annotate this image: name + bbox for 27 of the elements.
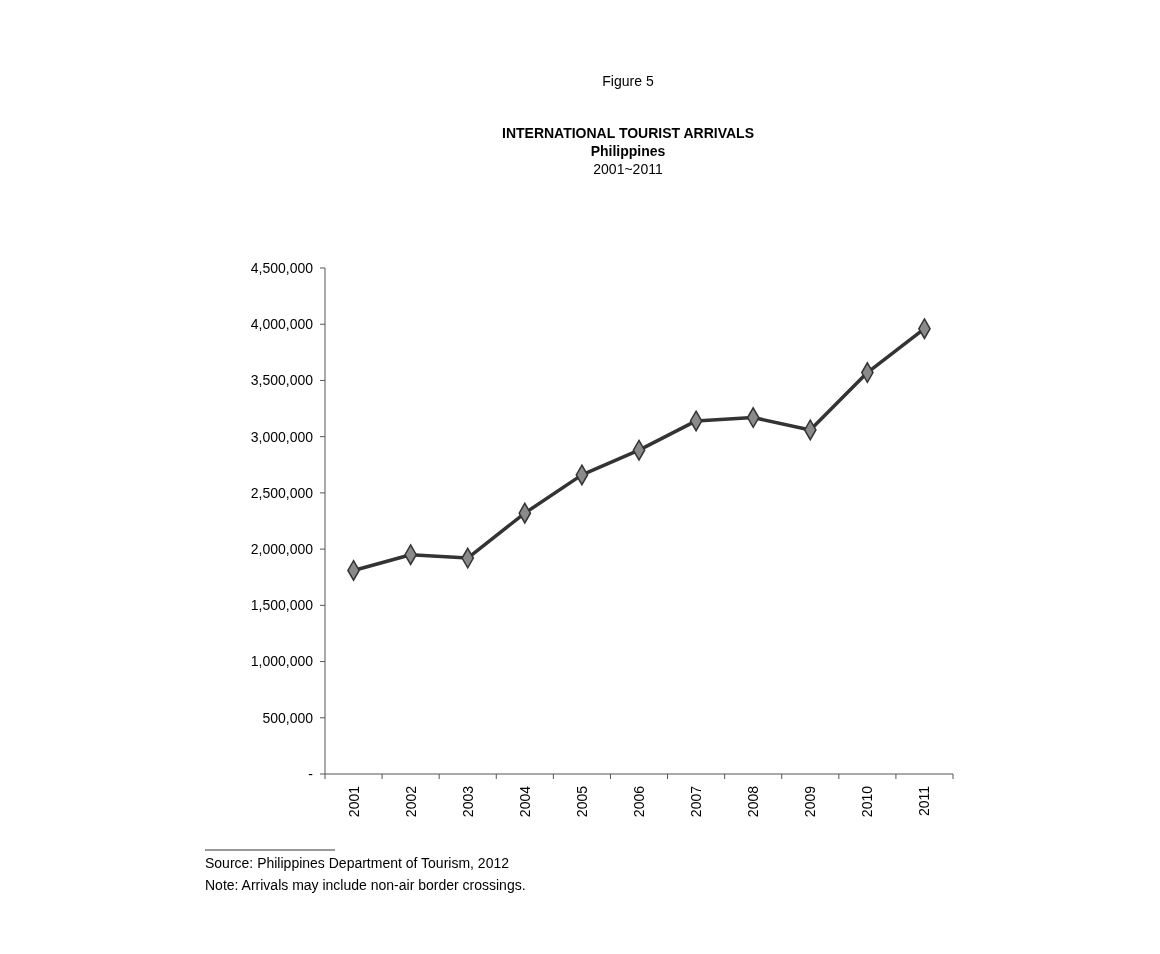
y-tick-label: 3,500,000 (250, 372, 314, 389)
text: 2001~2011 (593, 161, 663, 177)
x-tick-label: 2004 (516, 785, 533, 818)
text: Note: Arrivals may include non-air border crossings. (205, 877, 526, 893)
y-tick-label: 500,000 (262, 709, 314, 726)
source-note: Source: Philippines Department of Tourism, 2012 (205, 855, 510, 871)
y-tick-label: 1,500,000 (250, 597, 314, 614)
x-tick-label: 2009 (802, 785, 819, 818)
x-tick-label: 2001 (345, 785, 362, 818)
x-tick-label: 2002 (402, 785, 419, 818)
x-tick-label: 2007 (688, 785, 705, 818)
y-tick-label: 3,000,000 (250, 428, 314, 445)
y-tick-label: 1,000,000 (250, 653, 314, 670)
caption: Figure 5 (602, 73, 654, 89)
x-tick-label: 2006 (631, 785, 647, 818)
x-tick-label: 2011 (916, 785, 933, 817)
y-tick-label: 2,500,000 (250, 484, 314, 501)
y-tick-label: 2,000,000 (250, 541, 314, 558)
y-tick-label: - (308, 765, 314, 782)
x-tick-label: 2003 (459, 785, 476, 818)
y-tick-label: 4,000,000 (250, 316, 314, 333)
x-tick-label: 2010 (859, 785, 876, 818)
x-tick-label: 2008 (745, 785, 762, 818)
chart-title: INTERNATIONAL TOURIST ARRIVALS (502, 125, 754, 141)
chart-subtitle: Philippines (590, 143, 666, 159)
x-tick-label: 2005 (573, 785, 590, 818)
y-tick-label: 4,500,000 (250, 259, 314, 276)
